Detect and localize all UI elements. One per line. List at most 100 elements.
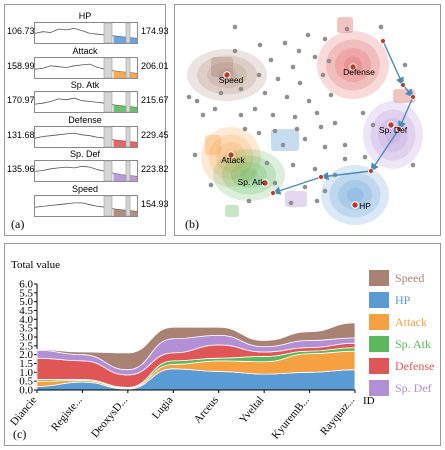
sample-point: [212, 106, 218, 112]
path-segment: [320, 170, 372, 181]
sample-point: [370, 122, 376, 128]
range-handle-left[interactable]: [103, 22, 113, 44]
range-handle-left[interactable]: [103, 91, 113, 113]
sample-point: [252, 106, 258, 112]
sample-point: [320, 72, 326, 78]
density-region-spdef-bottom: [285, 191, 307, 207]
y-tick-label: 1.0: [19, 367, 33, 379]
sparkline-curve: [34, 165, 138, 177]
cluster-spatk[interactable]: Sp. Atk: [238, 177, 269, 187]
attribute-row-spatk[interactable]: Sp. Atk 170.97 215.67: [5, 80, 169, 116]
sample-point: [208, 182, 214, 188]
cluster-speed[interactable]: Speed: [219, 71, 244, 85]
legend-item-spdef: Sp. Def: [369, 380, 432, 396]
legend-item-spatk: Sp. Atk: [369, 336, 431, 352]
sample-point: [238, 86, 244, 92]
attribute-min-value: 170.97: [7, 95, 35, 105]
y-tick-label: 1.5: [19, 358, 33, 370]
x-tick-label: Yveltal: [237, 394, 266, 426]
sample-point: [284, 94, 290, 100]
legend-swatch: [369, 292, 389, 308]
attribute-sparkline[interactable]: [34, 22, 138, 44]
legend-label: Sp. Atk: [395, 337, 431, 351]
sample-point: [362, 154, 368, 160]
density-region-hp-left: [271, 129, 299, 151]
attribute-max-value: 223.82: [141, 164, 169, 174]
range-handle-right[interactable]: [125, 160, 131, 182]
panel-c-label: (c): [13, 427, 27, 441]
sample-point: [282, 40, 288, 46]
attribute-row-attack[interactable]: Attack 158.99 206.01: [5, 46, 169, 82]
attribute-title: Speed: [71, 183, 99, 194]
x-tick-label: Lugia: [150, 394, 176, 421]
chart-legend: Speed HP Attack Sp. Atk Defense Sp. Def: [369, 270, 434, 396]
sample-point: [246, 198, 252, 204]
cluster-defense[interactable]: Defense: [343, 63, 375, 77]
cluster-hp[interactable]: HP: [351, 201, 371, 211]
sample-point: [312, 54, 318, 60]
x-tick-label: Rayquaz...: [318, 394, 357, 438]
y-tick-label: 4.5: [19, 305, 33, 317]
y-axis-label: Total value: [11, 259, 60, 271]
sample-point: [232, 48, 238, 54]
range-handle-left[interactable]: [103, 195, 113, 216]
range-handle-right[interactable]: [125, 91, 131, 113]
legend-item-defense: Defense: [369, 358, 434, 374]
y-tick-label: 5.0: [19, 296, 33, 308]
range-handle-left[interactable]: [103, 126, 113, 147]
sample-point: [306, 98, 312, 104]
sample-point: [322, 188, 328, 194]
sample-point: [192, 152, 198, 158]
attribute-row-defense[interactable]: Defense 131.68 229.45: [5, 114, 169, 151]
y-tick-label: 2.5: [19, 340, 33, 352]
path-node: [400, 82, 406, 88]
sample-point: [238, 112, 244, 118]
density-region-spatk-bottom: [225, 205, 239, 217]
sample-point: [314, 198, 320, 204]
cluster-spdef[interactable]: Sp. Def: [379, 121, 408, 135]
area-speed: [36, 322, 356, 371]
attribute-sparkline[interactable]: [34, 194, 138, 217]
attribute-max-value: 154.93: [141, 198, 169, 209]
attribute-row-hp[interactable]: HP 106.73 174.93: [5, 11, 169, 47]
sample-point: [322, 144, 328, 150]
sample-point: [194, 98, 200, 104]
range-handle-left[interactable]: [103, 57, 113, 78]
sample-point: [294, 126, 300, 132]
attribute-title: Sp. Def: [69, 149, 100, 159]
attribute-sparkline[interactable]: [34, 125, 138, 148]
range-handle-right[interactable]: [125, 126, 131, 147]
attribute-sparkline[interactable]: [34, 91, 138, 113]
projection-map[interactable]: Speed Defense Sp. Def Attack Sp. Atk HP: [175, 5, 440, 235]
range-handle-right[interactable]: [125, 57, 131, 78]
attribute-title: Defense: [68, 114, 102, 125]
attribute-row-spdef[interactable]: Sp. Def 135.96 223.82: [5, 149, 169, 185]
cluster-attack[interactable]: Attack: [221, 151, 246, 165]
attribute-sparkline[interactable]: [34, 56, 138, 79]
density-region-spdef: [363, 101, 423, 169]
range-handle-left[interactable]: [103, 160, 113, 182]
legend-label: Defense: [395, 359, 434, 373]
y-tick-label: 0.0: [19, 385, 33, 397]
sparkline-selected-range: [113, 208, 137, 216]
legend-item-speed: Speed: [369, 270, 424, 286]
y-tick-label: 5.5: [19, 287, 33, 299]
legend-item-hp: HP: [369, 292, 411, 308]
projection-map-panel: Speed Defense Sp. Def Attack Sp. Atk HP (b): [174, 4, 441, 236]
attribute-row-speed[interactable]: Speed 154.93: [5, 183, 169, 220]
sample-point: [305, 32, 311, 38]
cluster-label: Speed: [219, 75, 244, 85]
sample-point: [256, 130, 262, 136]
sample-point: [186, 94, 192, 100]
range-handle-right[interactable]: [125, 195, 131, 216]
attribute-sparkline[interactable]: [34, 160, 138, 182]
legend-item-attack: Attack: [369, 314, 427, 330]
sample-point: [264, 160, 270, 166]
cluster-center: [349, 63, 357, 71]
sample-point: [302, 136, 308, 142]
cluster-center: [227, 151, 235, 159]
range-handle-right[interactable]: [125, 22, 131, 44]
cluster-label: Defense: [343, 67, 375, 77]
legend-label: HP: [395, 293, 411, 307]
sample-point: [200, 112, 206, 118]
